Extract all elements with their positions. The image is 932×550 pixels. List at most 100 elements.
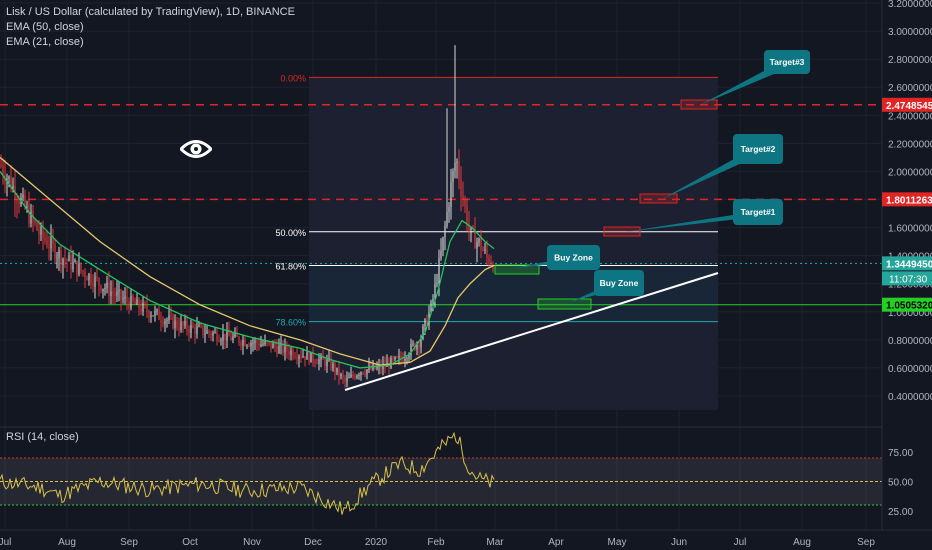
candle-body: [332, 364, 334, 369]
rsi-legend[interactable]: RSI (14, close): [6, 431, 79, 443]
buy-level-price-flag: [882, 297, 932, 312]
candle-body: [318, 359, 320, 365]
candle-body: [466, 205, 468, 226]
candle-body: [304, 356, 306, 360]
candle-body: [98, 278, 100, 286]
candle-body: [360, 372, 362, 375]
candle-body: [436, 283, 438, 285]
rsi-tick-label: 25.00: [888, 507, 913, 518]
candle-body: [24, 194, 26, 208]
target3-price-flag: [882, 97, 932, 112]
candle-body: [154, 310, 156, 316]
candle-body: [426, 318, 428, 326]
candle-body: [12, 185, 14, 190]
candle-body: [60, 250, 62, 265]
candle-body: [258, 343, 260, 347]
candle-body: [88, 273, 90, 281]
current-price-flag-label: 1.3449450: [886, 259, 932, 270]
candle-body: [418, 344, 420, 347]
candle-body: [354, 376, 356, 379]
time-tick-label: Aug: [58, 537, 76, 548]
candle-body: [120, 289, 122, 300]
candle-body: [316, 363, 318, 365]
candle-body: [362, 372, 364, 374]
candle-body: [226, 330, 228, 341]
candle-body: [344, 377, 346, 382]
fib-label: 50.00%: [275, 228, 306, 238]
ema50-legend[interactable]: EMA (50, close): [6, 21, 84, 33]
candle-body: [72, 262, 74, 270]
candle-body: [482, 250, 484, 252]
candle-body: [424, 318, 426, 327]
fib-label: 61.80%: [275, 261, 306, 271]
candle-body: [36, 222, 38, 231]
fib-label: 78.60%: [275, 318, 306, 328]
candle-body: [158, 309, 160, 320]
candle-body: [52, 237, 54, 244]
candle-body: [26, 206, 28, 208]
candle-body: [236, 333, 238, 337]
price-tick-label: 3.2000000: [888, 0, 932, 10]
price-tick-label: 3.0000000: [888, 27, 932, 38]
candle-body: [412, 343, 414, 345]
buy-zone-2: [537, 298, 592, 310]
candle-body: [398, 356, 400, 358]
candle-body: [438, 258, 440, 284]
symbol-title[interactable]: Lisk / US Dollar (calculated by TradingV…: [6, 6, 295, 18]
candle-body: [244, 340, 246, 346]
rsi-tick-label: 50.00: [888, 478, 913, 489]
candle-body: [266, 341, 268, 343]
candle-body: [476, 242, 478, 249]
target2-price-flag-label: 1.8011263: [886, 195, 932, 206]
candle-body: [364, 373, 366, 375]
candle-body: [308, 351, 310, 363]
candle-body: [484, 249, 486, 251]
candle-body: [84, 271, 86, 278]
candle-body: [112, 291, 114, 294]
candle-body: [30, 211, 32, 224]
candle-body: [238, 336, 240, 343]
time-tick-label: Sep: [857, 537, 875, 548]
candle-body: [38, 230, 40, 235]
candle-body: [140, 308, 142, 312]
candle-body: [464, 199, 466, 206]
target2-price-flag: [882, 192, 932, 207]
candle-body: [172, 315, 174, 329]
target2-zone: [639, 193, 678, 204]
candle-body: [174, 320, 176, 329]
candle-body: [16, 200, 18, 203]
target1-zone: [603, 226, 641, 237]
candle-body: [468, 225, 470, 230]
candle-body: [178, 327, 180, 330]
candle-body: [74, 260, 76, 263]
candle-body: [136, 299, 138, 305]
zones: [494, 99, 718, 310]
buy-zone-1: [494, 264, 540, 275]
candle-body: [204, 333, 206, 335]
candle-body: [58, 250, 60, 258]
candle-body: [312, 351, 314, 362]
time-tick-label: Apr: [548, 537, 564, 548]
candle-body: [326, 359, 328, 367]
eye-icon[interactable]: [178, 138, 214, 165]
candle-body: [366, 369, 368, 375]
candle-body: [148, 311, 150, 318]
candle-body: [336, 367, 338, 373]
candle-body: [18, 202, 20, 205]
candle-body: [116, 291, 118, 296]
candle-body: [64, 258, 66, 260]
candle-body: [262, 344, 264, 346]
ema21-legend[interactable]: EMA (21, close): [6, 36, 84, 48]
price-tick-label: 2.0000000: [888, 167, 932, 178]
callout-buy-zone-2-label: Buy Zone: [600, 278, 639, 288]
candle-body: [356, 375, 358, 379]
candle-body: [232, 336, 234, 341]
candle-body: [2, 166, 4, 176]
candle-body: [186, 320, 188, 330]
ema21-line: [0, 171, 495, 369]
candle-body: [380, 364, 382, 370]
candle-body: [124, 296, 126, 299]
candle-body: [28, 206, 30, 224]
callout-target1-pointer: [625, 212, 764, 232]
candle-body: [322, 355, 324, 360]
